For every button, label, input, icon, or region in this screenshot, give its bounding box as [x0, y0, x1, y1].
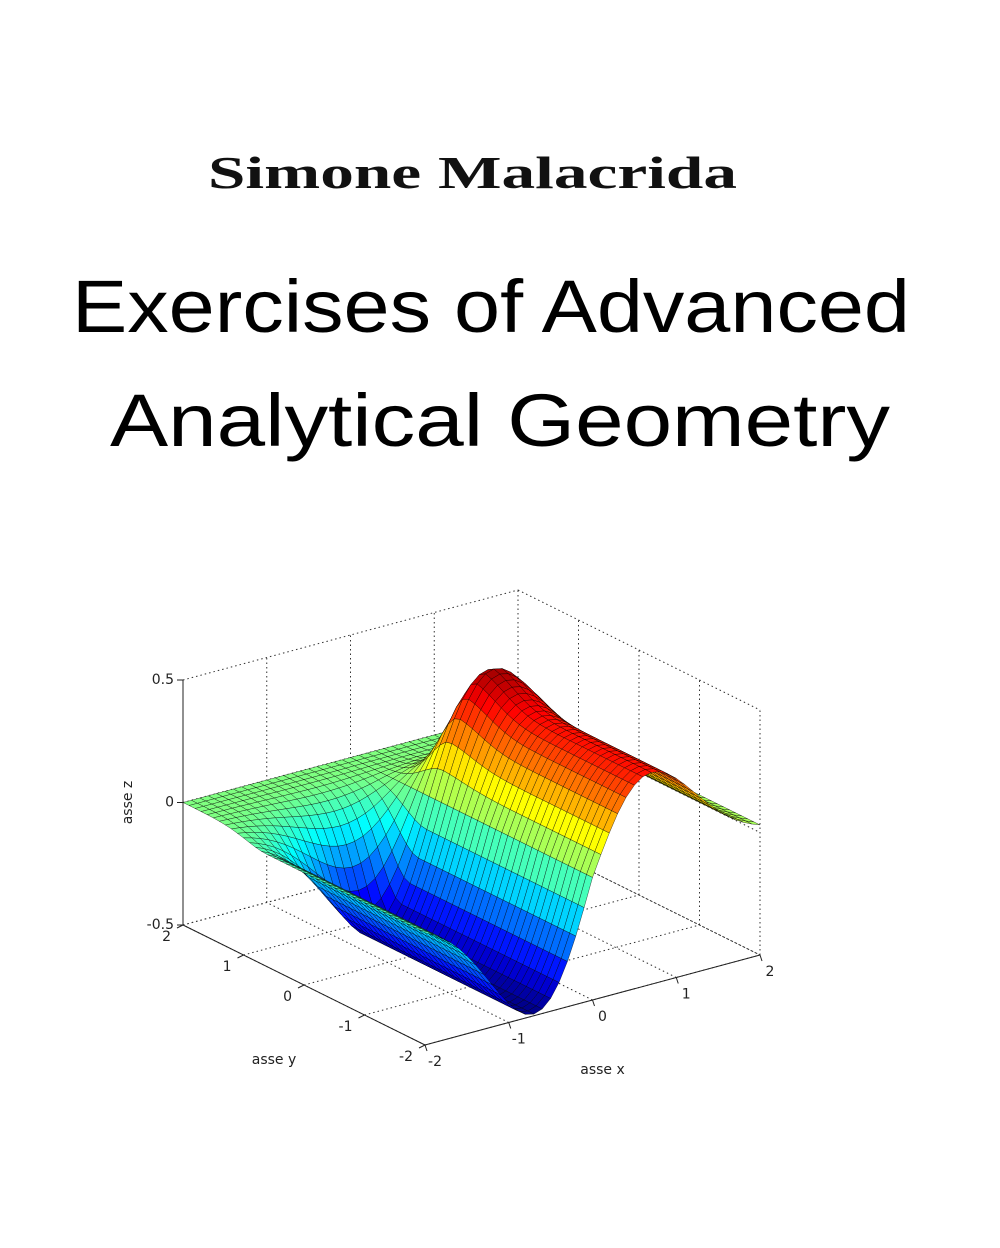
- y-tick-label: 2: [162, 929, 171, 945]
- tick-mark: [424, 1044, 428, 1052]
- z-axis-label: asse z: [120, 781, 136, 825]
- title-line: Analytical Geometry: [110, 379, 890, 462]
- title-line: Exercises of Advanced: [72, 265, 910, 348]
- tick-mark: [759, 954, 763, 962]
- grid-line: [517, 589, 761, 711]
- y-tick-label: 0: [283, 989, 292, 1005]
- y-axis-label: asse y: [252, 1052, 297, 1068]
- tick-mark: [592, 999, 595, 1007]
- tick-mark: [297, 984, 305, 989]
- z-tick-label: 0.5: [152, 672, 174, 688]
- z-tick-label: -0.5: [147, 917, 174, 933]
- author: Simone Malacrida: [208, 147, 737, 198]
- x-tick-label: -1: [512, 1032, 526, 1048]
- tick-mark: [237, 954, 244, 959]
- y-tick-label: -2: [399, 1049, 413, 1065]
- grid-line: [182, 589, 519, 681]
- tick-mark: [675, 977, 679, 984]
- surface-patch: [418, 929, 434, 935]
- y-tick-label: 1: [223, 959, 232, 975]
- tick-mark: [418, 1044, 426, 1049]
- x-axis-label: asse x: [580, 1062, 625, 1078]
- tick-mark: [508, 1022, 512, 1029]
- x-tick-label: 1: [682, 987, 691, 1003]
- x-tick-label: -2: [428, 1054, 442, 1070]
- surface-plot: -0.5 0 0.5 -2 -1 0 1 2 -2 -1 0 1 2 asse z asse y asse x: [120, 589, 775, 1078]
- tick-mark: [176, 924, 184, 929]
- grid-line: [364, 924, 700, 1016]
- z-tick-label: 0: [165, 795, 174, 811]
- x-tick-label: 2: [766, 964, 775, 980]
- x-tick-label: 0: [598, 1009, 607, 1025]
- y-tick-label: -1: [339, 1019, 353, 1035]
- tick-mark: [358, 1014, 365, 1019]
